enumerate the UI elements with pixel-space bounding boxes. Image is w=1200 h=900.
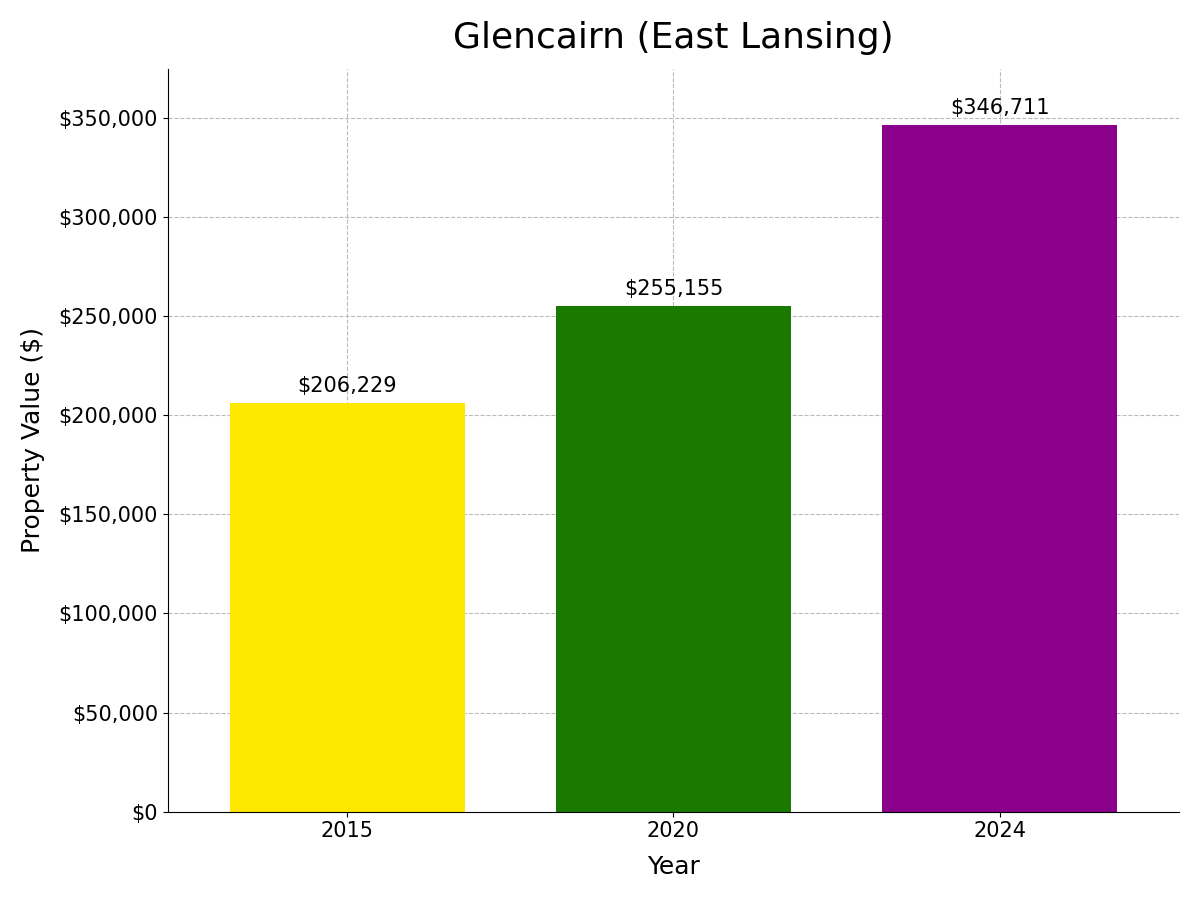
Text: $346,711: $346,711 [950,98,1050,118]
Text: $206,229: $206,229 [298,376,397,396]
Title: Glencairn (East Lansing): Glencairn (East Lansing) [454,21,894,55]
Bar [882,125,1117,812]
Text: $255,155: $255,155 [624,279,724,299]
Bar [230,403,464,812]
Bar [556,306,791,812]
X-axis label: Year: Year [647,855,700,879]
Y-axis label: Property Value ($): Property Value ($) [20,327,44,554]
